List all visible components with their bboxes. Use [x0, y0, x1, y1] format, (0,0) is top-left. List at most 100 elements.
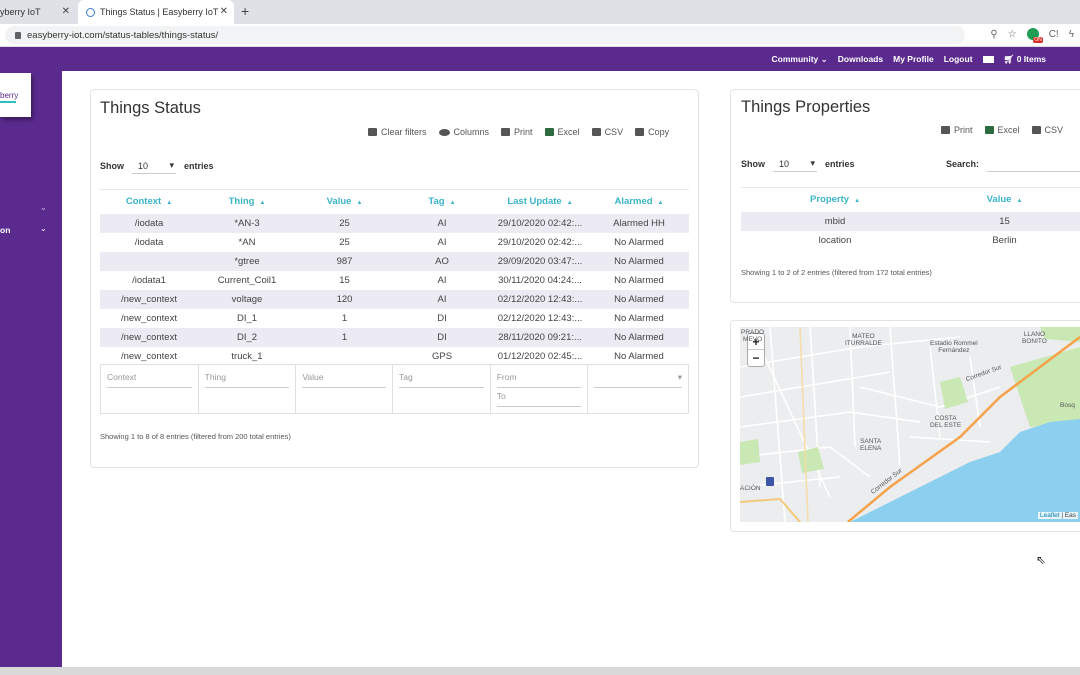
close-tab-icon[interactable]: ✕ — [61, 6, 70, 17]
nav-profile[interactable]: My Profile — [893, 54, 934, 64]
table-row[interactable]: location Berlin — [818, 234, 1017, 246]
tab-title: yberry IoT — [0, 7, 41, 17]
things-properties-card — [730, 89, 1080, 303]
location-icon[interactable]: ⚲ — [990, 28, 998, 40]
browser-tab-active[interactable]: Things Status | Easyberry IoT ✕ — [78, 0, 234, 24]
nav-community[interactable]: Community ⌄ — [771, 53, 828, 64]
map-label-estadio: Estadio Rommel Fernández — [930, 340, 978, 354]
close-tab-icon[interactable]: ✕ — [219, 6, 228, 17]
caret-down-icon: ▾ — [169, 160, 174, 170]
col-header-tag[interactable]: Tag ▲ — [428, 196, 456, 208]
filter-tag-input[interactable]: Tag — [399, 371, 484, 388]
sidebar-item-label[interactable]: on — [0, 225, 11, 235]
table-row[interactable]: /iodata1 Current_Coil1 15 AI 30/11/2020 04:2… — [132, 274, 664, 286]
url-text: easyberry-iot.com/status-tables/things-s… — [27, 29, 219, 41]
filter-to-input[interactable]: To — [496, 390, 582, 407]
nav-cart[interactable]: 🛒︎ 0 Items — [1003, 53, 1046, 64]
filter-value-input[interactable]: Value — [302, 371, 387, 388]
cart-icon: 🛒︎ — [1003, 53, 1015, 64]
print-icon — [501, 128, 511, 136]
table-row[interactable]: /iodata *AN-3 25 AI 29/10/2020 02:42:... Alar… — [100, 213, 689, 233]
properties-toolbar: Print Excel CSV — [941, 125, 1063, 135]
mail-icon[interactable] — [982, 55, 994, 63]
filter-thing-input[interactable]: Thing — [204, 371, 290, 388]
clear-filters-button[interactable]: Clear filters — [368, 127, 427, 137]
table-row[interactable]: /new_context voltage 120 AI 02/12/2020 12:43… — [100, 289, 689, 309]
csv-icon — [591, 128, 601, 136]
copy-icon — [635, 128, 645, 136]
map-zoom-control: + − — [747, 333, 765, 367]
browser-tab-1[interactable]: yberry IoT ✕ — [0, 0, 76, 24]
col-header-value[interactable]: Value ▲ — [326, 196, 363, 208]
col-header-last-update[interactable]: Last Update ▲ — [507, 196, 573, 208]
filter-context-input[interactable]: Context — [107, 371, 192, 388]
column-filters: Context Thing Value Tag From To ▾ — [100, 364, 689, 414]
csv-button[interactable]: CSV — [1031, 125, 1063, 135]
entries-select[interactable]: 10 ▾ — [132, 158, 176, 174]
lock-icon — [15, 31, 21, 39]
csv-icon — [1031, 126, 1041, 134]
search-input[interactable] — [987, 156, 1080, 172]
map-attribution: Leaflet | Eas — [1038, 512, 1079, 519]
chevron-down-icon[interactable]: ⌄ — [40, 224, 47, 233]
caret-down-icon: ▾ — [677, 372, 683, 382]
new-tab-icon[interactable]: + — [241, 3, 250, 19]
top-navigation: Community ⌄ Downloads My Profile Logout … — [0, 47, 1080, 71]
map-label-santa: SANTA ELENA — [860, 438, 882, 452]
nav-logout[interactable]: Logout — [943, 54, 973, 64]
things-status-card — [90, 89, 699, 468]
filter-alarmed-select[interactable]: ▾ — [594, 371, 683, 388]
col-header-value[interactable]: Value ▲ — [986, 194, 1023, 206]
things-status-table: Context ▲ Thing ▲ Value ▲ Tag ▲ Last Update ▲… — [100, 189, 689, 366]
extension-icon-2[interactable]: C! — [1048, 28, 1059, 40]
page-title: Things Status — [100, 99, 201, 117]
table-row[interactable]: /new_context DI_1 1 DI 02/12/2020 12:43:... N… — [121, 312, 664, 324]
star-icon[interactable]: ☆ — [1007, 28, 1017, 40]
entries-length: Show 10 ▾ entries — [100, 158, 214, 174]
logo[interactable]: berry — [0, 73, 31, 117]
browser-tab-bar: yberry IoT ✕ Things Status | Easyberry I… — [0, 0, 1080, 24]
col-header-property[interactable]: Property ▲ — [809, 194, 861, 206]
chevron-down-icon[interactable]: ⌄ — [40, 203, 47, 212]
copy-button[interactable]: Copy — [635, 127, 669, 137]
extension-icon[interactable]: ON — [1026, 28, 1043, 43]
bolt-icon[interactable]: ϟ — [1068, 28, 1074, 40]
table-row[interactable]: /new_context truck_1 GPS 01/12/2020 02:45:.… — [121, 350, 664, 362]
tab-title: Things Status | Easyberry IoT — [100, 7, 219, 17]
sidebar: berry ⌄ on ⌄ — [0, 71, 62, 667]
table-row[interactable]: /iodata *AN 25 AI 29/10/2020 02:42:... No Ala… — [134, 236, 664, 248]
excel-icon — [984, 126, 994, 134]
url-input[interactable]: easyberry-iot.com/status-tables/things-s… — [5, 26, 965, 44]
print-icon — [941, 126, 950, 134]
table-row[interactable]: mbid 15 — [741, 211, 1080, 231]
zoom-in-button[interactable]: + — [748, 334, 764, 350]
filter-icon — [368, 128, 377, 136]
bottom-scrollbar[interactable] — [0, 667, 1080, 675]
properties-title: Things Properties — [741, 98, 871, 116]
nav-downloads[interactable]: Downloads — [837, 54, 884, 64]
table-row[interactable]: *gtree 987 AO 29/09/2020 03:47:... No Alarme… — [100, 251, 689, 271]
leaflet-link[interactable]: Leaflet — [1040, 512, 1060, 519]
excel-button[interactable]: Excel — [984, 125, 1020, 135]
map-label-prado: PRADO MEVO — [741, 329, 765, 343]
col-header-context[interactable]: Context ▲ — [125, 196, 173, 208]
map-label-mateo: MATEO ITURRALDE — [845, 333, 882, 347]
excel-button[interactable]: Excel — [544, 127, 580, 137]
filter-from-input[interactable]: From — [496, 371, 582, 388]
csv-button[interactable]: CSV — [591, 127, 623, 137]
map-tiles — [740, 327, 1080, 522]
entries-select[interactable]: 10 ▾ — [773, 156, 817, 172]
table-row[interactable]: /new_context DI_2 1 DI 28/11/2020 09:21:... N… — [100, 327, 689, 347]
print-button[interactable]: Print — [501, 127, 533, 137]
location-map[interactable] — [740, 327, 1080, 522]
col-header-alarmed[interactable]: Alarmed ▲ — [614, 196, 664, 208]
map-label-acion: ACIÓN — [740, 485, 761, 492]
columns-button[interactable]: Columns — [438, 127, 489, 137]
map-label-llano: LLANO BONITO — [1022, 331, 1047, 345]
zoom-out-button[interactable]: − — [752, 351, 760, 365]
print-button[interactable]: Print — [941, 125, 973, 135]
favicon-icon — [86, 7, 95, 17]
caret-down-icon: ▾ — [810, 158, 815, 168]
mouse-cursor-icon: ⇖ — [1036, 553, 1047, 567]
col-header-thing[interactable]: Thing ▲ — [228, 196, 266, 208]
